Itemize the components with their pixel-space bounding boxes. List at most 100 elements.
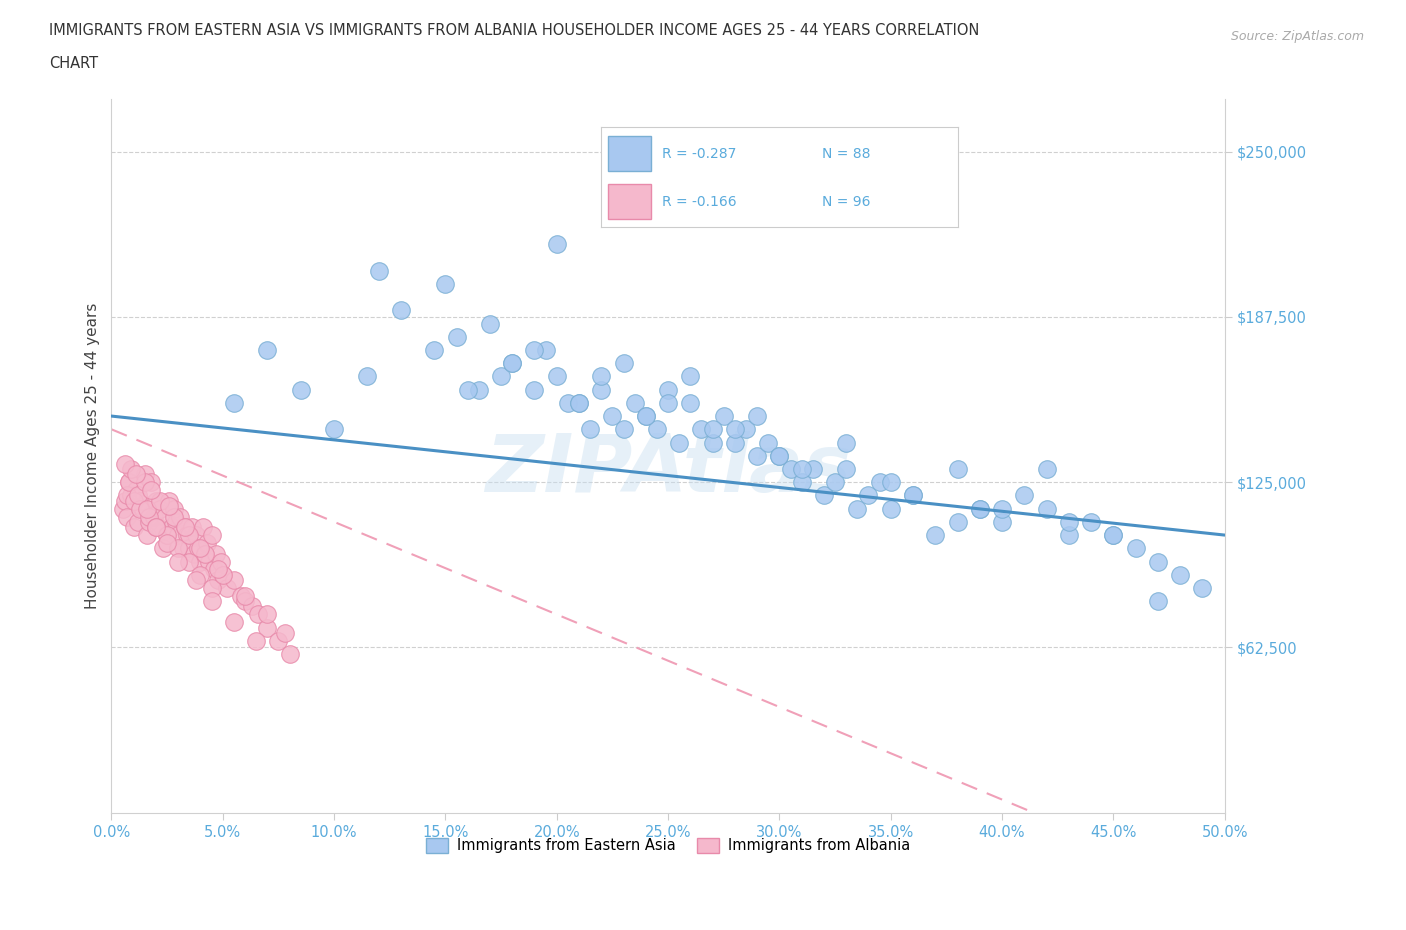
Point [446, 329, 468, 344]
Point [1035, 461, 1057, 476]
Point [190, 567, 212, 582]
Point [209, 554, 232, 569]
Point [323, 422, 346, 437]
Point [768, 448, 790, 463]
Point [468, 382, 491, 397]
Point [157, 493, 180, 508]
Point [120, 461, 142, 476]
Point [201, 527, 224, 542]
Point [901, 488, 924, 503]
Point [645, 422, 668, 437]
Point [813, 488, 835, 503]
Point [247, 607, 270, 622]
Point [612, 422, 634, 437]
Point [184, 527, 207, 542]
Y-axis label: Householder Income Ages 25 - 44 years: Householder Income Ages 25 - 44 years [86, 302, 100, 609]
Text: Source: ZipAtlas.com: Source: ZipAtlas.com [1230, 30, 1364, 43]
Point [546, 369, 568, 384]
Point [134, 467, 156, 482]
Point [202, 562, 225, 577]
Point [156, 527, 179, 542]
Point [591, 382, 613, 397]
Point [713, 408, 735, 423]
Text: ZIPAtlas: ZIPAtlas [485, 431, 851, 509]
Point [1057, 514, 1080, 529]
Point [184, 573, 207, 588]
Point [142, 509, 165, 524]
Point [523, 382, 546, 397]
Point [167, 554, 190, 569]
Point [1035, 501, 1057, 516]
Point [222, 395, 245, 410]
Point [122, 520, 145, 535]
Point [256, 620, 278, 635]
Point [172, 541, 194, 556]
Point [146, 520, 169, 535]
Point [118, 474, 141, 489]
Point [256, 342, 278, 357]
Point [222, 573, 245, 588]
Point [679, 395, 702, 410]
Point [434, 276, 457, 291]
Point [969, 501, 991, 516]
Point [835, 461, 858, 476]
Point [568, 395, 591, 410]
Point [115, 509, 138, 524]
Point [634, 408, 657, 423]
Point [201, 593, 224, 608]
Point [612, 356, 634, 371]
Point [160, 520, 183, 535]
Point [546, 237, 568, 252]
Point [880, 501, 903, 516]
Point [501, 356, 523, 371]
Point [163, 501, 186, 516]
Point [195, 536, 218, 551]
Point [233, 589, 256, 604]
Point [176, 527, 198, 542]
Point [152, 541, 174, 556]
Point [702, 435, 724, 450]
Point [1125, 541, 1147, 556]
Point [745, 448, 768, 463]
Point [991, 514, 1014, 529]
Point [790, 461, 813, 476]
Point [211, 567, 233, 582]
Point [222, 615, 245, 630]
Point [901, 488, 924, 503]
Point [179, 554, 201, 569]
Point [824, 474, 846, 489]
Point [138, 514, 160, 529]
Point [523, 342, 546, 357]
Point [724, 422, 747, 437]
Point [457, 382, 479, 397]
Point [207, 562, 229, 577]
Point [256, 607, 278, 622]
Point [141, 474, 163, 489]
Point [229, 589, 252, 604]
Point [245, 633, 267, 648]
Point [1014, 488, 1036, 503]
Point [1102, 527, 1125, 542]
Point [125, 483, 148, 498]
Point [1147, 554, 1170, 569]
Point [217, 580, 239, 595]
Point [869, 474, 891, 489]
Point [557, 395, 579, 410]
Point [1080, 514, 1102, 529]
Point [115, 488, 138, 503]
Point [127, 514, 149, 529]
Legend: Immigrants from Eastern Asia, Immigrants from Albania: Immigrants from Eastern Asia, Immigrants… [420, 832, 915, 859]
Point [153, 509, 176, 524]
Point [127, 488, 149, 503]
Point [657, 382, 679, 397]
Point [946, 514, 969, 529]
Point [194, 546, 217, 561]
Point [1168, 567, 1191, 582]
Point [591, 369, 613, 384]
Point [501, 356, 523, 371]
Point [129, 501, 152, 516]
Point [756, 435, 779, 450]
Point [880, 474, 903, 489]
Point [190, 541, 212, 556]
Point [568, 395, 591, 410]
